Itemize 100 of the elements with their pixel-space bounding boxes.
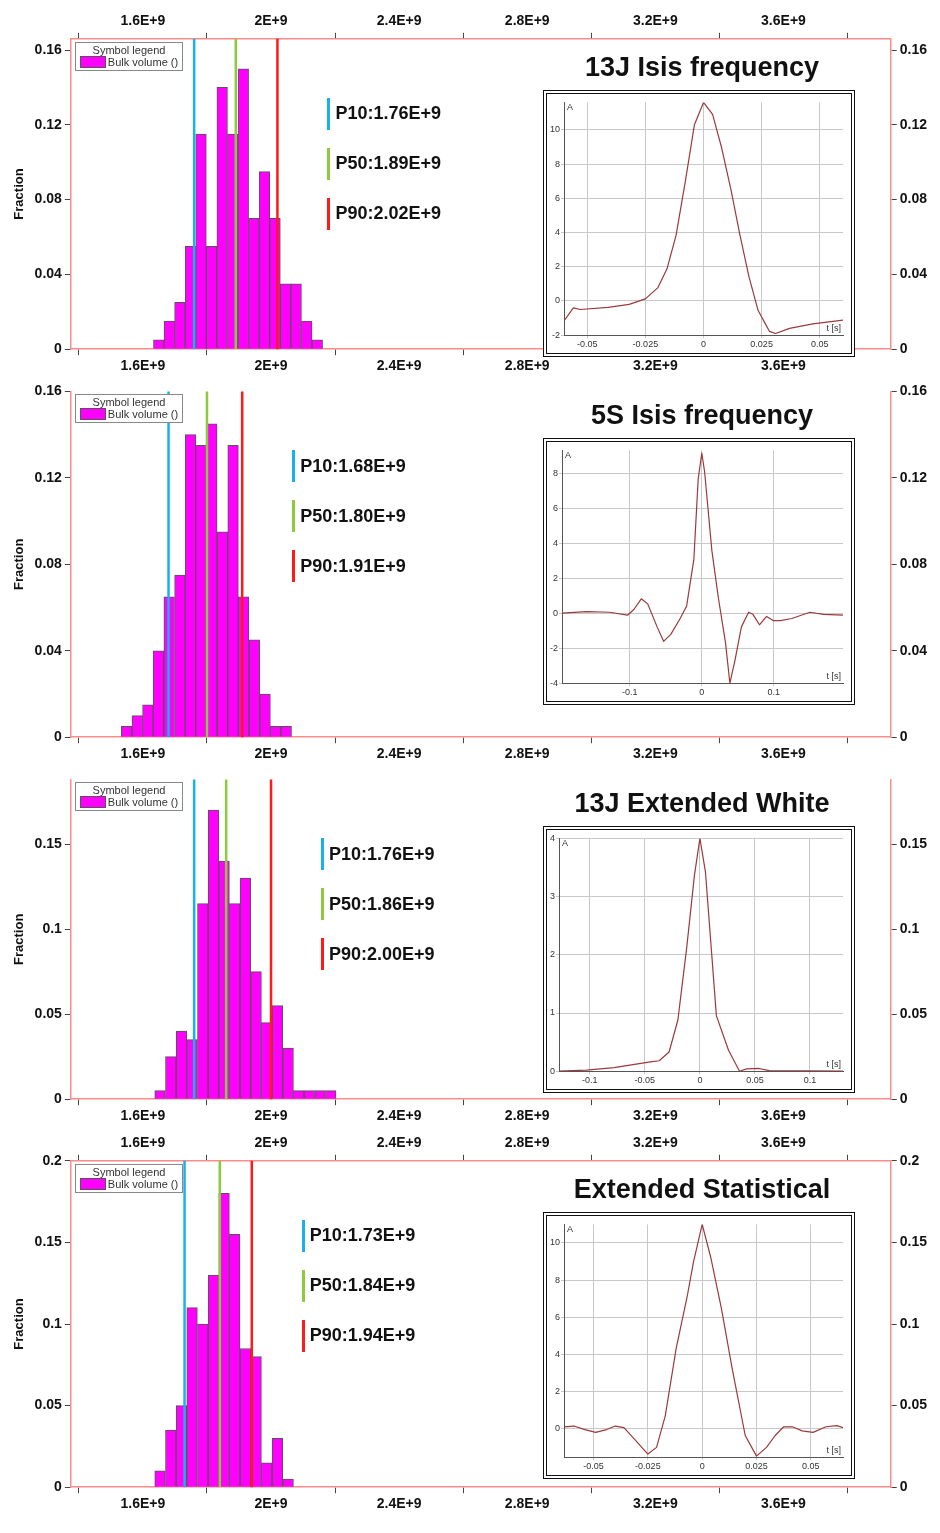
y-tick-label: -4 xyxy=(549,677,558,688)
y2-tick-label: 0.08 xyxy=(899,190,928,207)
legend-label: Bulk volume () xyxy=(107,55,179,68)
x-tick-label: 3.2E+9 xyxy=(632,745,678,762)
x-axis-title: t [s] xyxy=(826,1059,841,1070)
y2-tick-label: 0.16 xyxy=(899,382,928,399)
y-tick-label: 0.1 xyxy=(42,1314,63,1331)
x2-tick-label: 1.6E+9 xyxy=(120,12,166,29)
x2-tick-label: 2.4E+9 xyxy=(376,1134,422,1151)
legend-title: Symbol legend xyxy=(91,43,167,56)
x-tick-label: -0.1 xyxy=(582,1075,598,1086)
x-tick-label: 1.6E+9 xyxy=(120,745,166,762)
y-axis-title: Fraction xyxy=(11,538,27,590)
x2-tick-label: 3.6E+9 xyxy=(761,1134,807,1151)
y2-tick-label: 0.16 xyxy=(899,40,928,57)
y2-tick-label: 0 xyxy=(899,728,908,745)
x2-tick-label: 3.6E+9 xyxy=(761,12,807,29)
y-tick-label: 2 xyxy=(549,949,556,960)
y-tick-label: 4 xyxy=(549,832,556,843)
x-tick-label: 2.4E+9 xyxy=(376,357,422,374)
x2-tick-label: 3.2E+9 xyxy=(632,12,678,29)
x2-tick-label: 2E+9 xyxy=(254,12,288,29)
y-axis-title: A xyxy=(567,1224,574,1235)
y-tick-label: 0 xyxy=(54,1090,63,1107)
y2-tick-label: 0.04 xyxy=(899,265,928,282)
y-tick-label: 4 xyxy=(555,226,561,237)
annotation: P10:1.73E+9 xyxy=(309,1225,416,1247)
y-tick-label: 0 xyxy=(54,1478,63,1495)
x-tick-label: 0.1 xyxy=(803,1075,817,1086)
y-tick-label: 0.04 xyxy=(34,265,63,282)
x-tick-label: 3.2E+9 xyxy=(632,1495,678,1512)
x-tick-label: 0.05 xyxy=(802,1461,820,1472)
x2-tick-label: 2.8E+9 xyxy=(504,12,550,29)
annotation: P10:1.76E+9 xyxy=(335,103,442,125)
x-tick-label: 0.05 xyxy=(746,1075,764,1086)
y-axis-title: A xyxy=(567,102,574,113)
y-tick-label: 0 xyxy=(54,728,63,745)
legend-title: Symbol legend xyxy=(91,784,167,797)
y-tick-label: 0.2 xyxy=(42,1151,63,1168)
y-tick-label: 0.05 xyxy=(34,1005,63,1022)
y2-tick-label: 0 xyxy=(899,1090,908,1107)
annotation: P90:2.02E+9 xyxy=(335,203,442,225)
y2-tick-label: 0.15 xyxy=(899,834,928,851)
y2-tick-label: 0.05 xyxy=(899,1005,928,1022)
x-tick-label: 1.6E+9 xyxy=(120,357,166,374)
chart-title: Extended Statistical xyxy=(572,1174,832,1206)
x-tick-label: 0.025 xyxy=(750,339,773,350)
x-tick-label: -0.05 xyxy=(583,1461,604,1472)
x-tick-label: 3.2E+9 xyxy=(632,357,678,374)
x-tick-label: 3.6E+9 xyxy=(761,745,807,762)
y2-tick-label: 0.12 xyxy=(899,468,928,485)
y2-tick-label: 0.1 xyxy=(899,1314,920,1331)
annotation: P90:1.91E+9 xyxy=(300,555,406,577)
y-tick-label: 8 xyxy=(552,468,558,479)
annotation: P90:2.00E+9 xyxy=(329,943,435,965)
y-tick-label: 8 xyxy=(555,158,561,169)
y-tick-label: 0.15 xyxy=(34,834,63,851)
x-tick-label: 2E+9 xyxy=(254,357,288,374)
x-tick-label: 0.025 xyxy=(745,1461,768,1472)
annotation: P50:1.86E+9 xyxy=(329,893,435,915)
y-tick-label: 2 xyxy=(555,261,561,272)
x2-tick-label: 3.2E+9 xyxy=(632,1134,678,1151)
chart-title: 13J Extended White xyxy=(573,788,831,820)
x-tick-label: 0.05 xyxy=(810,339,829,350)
y-tick-label: 6 xyxy=(555,192,561,203)
annotation: P50:1.84E+9 xyxy=(309,1275,416,1297)
x-tick-label: 2.4E+9 xyxy=(376,1107,422,1124)
y-axis-title: A xyxy=(562,838,569,849)
y-tick-label: 0 xyxy=(552,607,558,618)
y-tick-label: 0.16 xyxy=(34,40,63,57)
x-tick-label: 3.6E+9 xyxy=(761,357,807,374)
y-tick-label: 10 xyxy=(550,1237,561,1248)
y-tick-label: 4 xyxy=(555,1348,561,1359)
y-tick-label: -2 xyxy=(552,329,561,340)
x2-tick-label: 2.8E+9 xyxy=(504,1134,550,1151)
annotation: P10:1.76E+9 xyxy=(329,843,435,865)
x2-tick-label: 2.4E+9 xyxy=(376,12,422,29)
x-tick-label: -0.1 xyxy=(621,687,638,698)
x-axis-title: t [s] xyxy=(826,323,841,334)
y2-tick-label: 0.2 xyxy=(899,1151,920,1168)
y-tick-label: 2 xyxy=(552,573,558,584)
x-tick-label: 3.6E+9 xyxy=(761,1495,807,1512)
x-tick-label: 0 xyxy=(699,1461,705,1472)
x-tick-label: 1.6E+9 xyxy=(120,1107,166,1124)
legend-label: Bulk volume () xyxy=(107,796,179,809)
y-tick-label: 1 xyxy=(549,1007,556,1018)
y-tick-label: 6 xyxy=(552,503,558,514)
x-tick-label: 2E+9 xyxy=(254,1495,288,1512)
y-tick-label: 0.12 xyxy=(34,468,63,485)
legend-title: Symbol legend xyxy=(91,396,167,409)
x-tick-label: 3.6E+9 xyxy=(761,1107,807,1124)
legend-title: Symbol legend xyxy=(91,1165,167,1178)
y-tick-label: 0.12 xyxy=(34,115,63,132)
x-tick-label: 3.2E+9 xyxy=(632,1107,678,1124)
annotation: P50:1.89E+9 xyxy=(335,153,442,175)
x-tick-label: 0 xyxy=(701,339,707,350)
y-tick-label: 4 xyxy=(552,538,558,549)
x2-tick-label: 1.6E+9 xyxy=(120,1134,166,1151)
annotation: P50:1.80E+9 xyxy=(300,505,406,527)
x-tick-label: 2E+9 xyxy=(254,745,288,762)
